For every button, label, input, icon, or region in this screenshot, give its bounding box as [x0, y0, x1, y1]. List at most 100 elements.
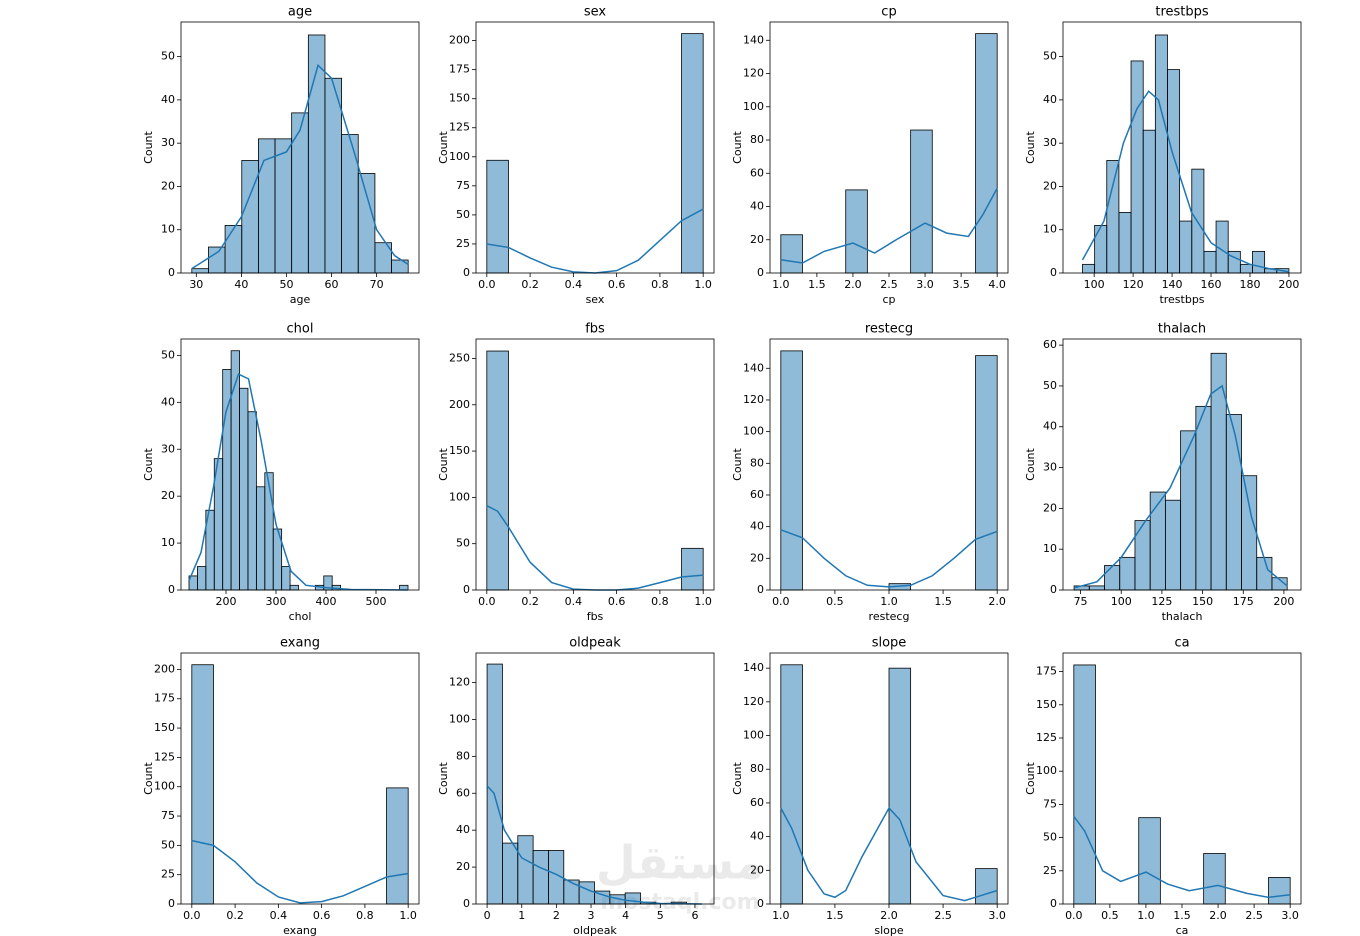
y-tick-label: 20 — [750, 551, 764, 564]
y-tick-label: 120 — [743, 393, 764, 406]
x-tick-label: 0.2 — [521, 595, 539, 608]
y-tick-label: 20 — [750, 863, 764, 876]
y-tick-label: 0 — [168, 897, 175, 910]
y-tick-label: 50 — [161, 838, 175, 851]
chart-title: ca — [1174, 636, 1189, 651]
y-tick-label: 0 — [463, 897, 470, 910]
x-tick-label: 0.4 — [565, 595, 583, 608]
x-tick-label: 40 — [234, 278, 248, 291]
bar — [264, 472, 274, 591]
y-tick-label: 40 — [750, 830, 764, 843]
x-tick-label: 3.0 — [1281, 909, 1299, 922]
x-tick-label: 200 — [1273, 595, 1294, 608]
x-tick-label: 0.2 — [226, 909, 244, 922]
bar — [486, 663, 503, 905]
x-tick-label: 2.5 — [1245, 909, 1263, 922]
bar — [532, 850, 549, 905]
y-tick-label: 25 — [161, 868, 175, 881]
y-tick-label: 140 — [743, 661, 764, 674]
bar — [578, 881, 595, 905]
x-tick-label: 0.4 — [565, 278, 583, 291]
y-tick-label: 100 — [743, 729, 764, 742]
x-tick-label: 180 — [1239, 278, 1260, 291]
bar — [1082, 263, 1096, 274]
x-tick-label: 1.0 — [772, 278, 790, 291]
y-axis-label: Count — [142, 447, 155, 480]
bar — [357, 173, 376, 274]
y-tick-label: 30 — [161, 136, 175, 149]
y-tick-label: 30 — [161, 442, 175, 455]
x-tick-label: 200 — [216, 595, 237, 608]
y-tick-label: 0 — [1050, 266, 1057, 279]
bar — [1119, 556, 1136, 591]
bar — [1195, 405, 1212, 591]
subplot: 0.0 0.5 1.0 1.5 2.0 0 20 40 60 80 100 120 140 restecg… — [731, 322, 1009, 623]
y-tick-label: 140 — [743, 361, 764, 374]
bar — [281, 566, 291, 591]
y-tick-label: 30 — [1043, 136, 1057, 149]
y-tick-label: 50 — [456, 537, 470, 550]
x-tick-label: 1.5 — [934, 595, 952, 608]
axes-frame — [475, 652, 715, 905]
y-tick-label: 40 — [456, 823, 470, 836]
chart-title: restecg — [865, 322, 913, 337]
bar — [1134, 520, 1151, 591]
y-tick-label: 10 — [161, 223, 175, 236]
x-tick-label: 1 — [518, 909, 525, 922]
y-tick-label: 100 — [154, 780, 175, 793]
bar — [1094, 224, 1108, 274]
chart-title: sex — [584, 5, 607, 20]
x-axis-label: cp — [882, 293, 895, 306]
y-tick-label: 0 — [1050, 897, 1057, 910]
axes-frame — [1062, 338, 1302, 591]
x-tick-label: 60 — [325, 278, 339, 291]
kde-line — [486, 785, 702, 905]
bar — [975, 33, 998, 274]
bar — [386, 787, 409, 905]
x-tick-label: 0.8 — [651, 595, 669, 608]
subplot: 30 40 50 60 70 0 10 20 30 40 50 age age Count — [142, 5, 420, 306]
y-tick-label: 20 — [161, 489, 175, 502]
bar — [975, 355, 998, 591]
chart-title: trestbps — [1155, 5, 1209, 20]
x-tick-label: 2.5 — [880, 278, 898, 291]
subplot: 0.0 0.2 0.4 0.6 0.8 1.0 0 25 50 75 100 125 150 175 200… — [142, 636, 420, 936]
y-tick-label: 200 — [449, 34, 470, 47]
y-tick-label: 0 — [757, 266, 764, 279]
x-axis-label: chol — [289, 610, 312, 623]
y-tick-label: 100 — [449, 490, 470, 503]
y-axis-label: Count — [1024, 761, 1037, 794]
x-tick-label: 1.0 — [399, 909, 417, 922]
x-axis-label: trestbps — [1159, 293, 1204, 306]
bar — [1104, 565, 1121, 591]
chart-title: fbs — [585, 322, 605, 337]
bar — [1164, 499, 1182, 591]
x-tick-label: 70 — [370, 278, 384, 291]
kde-line — [780, 187, 998, 264]
subplot: 0.0 0.2 0.4 0.6 0.8 1.0 0 50 100 150 200 250 fbs fbs C… — [437, 322, 715, 623]
kde-line — [1081, 90, 1290, 273]
y-axis-label: Count — [731, 130, 744, 163]
y-axis-label: Count — [1024, 447, 1037, 480]
bar — [191, 664, 214, 905]
x-tick-label: 160 — [1201, 278, 1222, 291]
y-axis-label: Count — [142, 761, 155, 794]
y-tick-label: 25 — [1043, 864, 1057, 877]
x-tick-label: 100 — [1111, 595, 1132, 608]
x-tick-label: 3.0 — [988, 909, 1006, 922]
bar — [197, 566, 207, 591]
y-tick-label: 0 — [757, 583, 764, 596]
x-tick-label: 125 — [1151, 595, 1172, 608]
y-tick-label: 125 — [449, 121, 470, 134]
x-tick-label: 2.0 — [880, 909, 898, 922]
bar — [274, 138, 293, 274]
x-tick-label: 0.6 — [608, 278, 626, 291]
axes-frame — [180, 21, 420, 274]
y-tick-label: 200 — [449, 398, 470, 411]
bar — [1268, 877, 1291, 905]
y-tick-label: 200 — [154, 662, 175, 675]
y-tick-label: 25 — [456, 237, 470, 250]
bar — [291, 112, 309, 274]
